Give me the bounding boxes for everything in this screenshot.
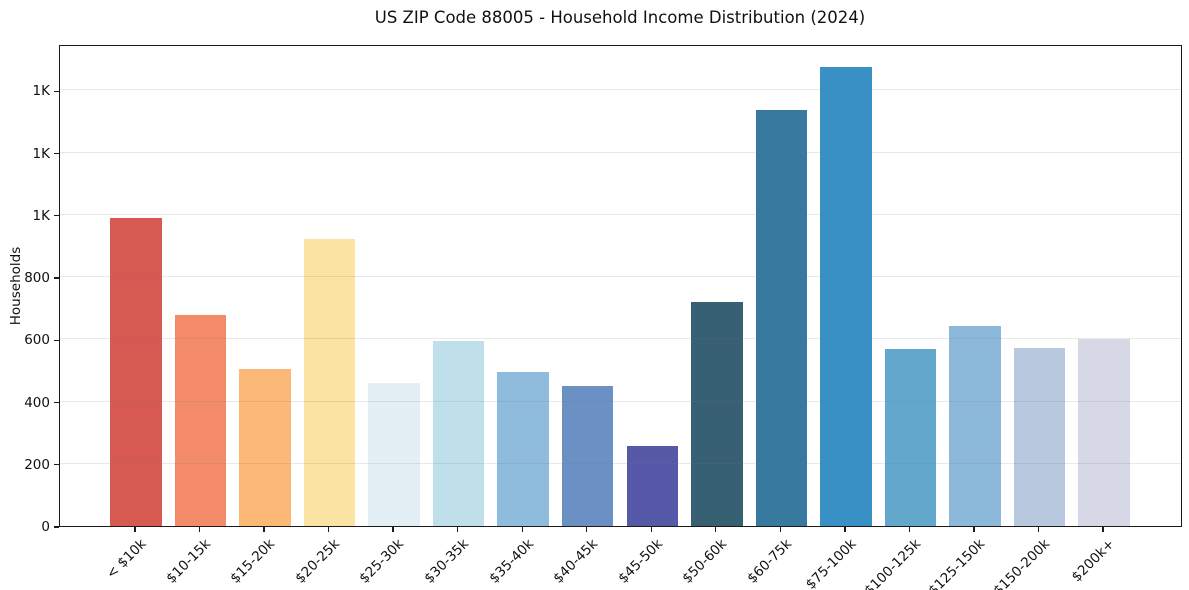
bar-$200k+ [1078, 338, 1130, 526]
y-tick-label: 0 [41, 519, 50, 535]
x-tick-label: $60-75k [743, 536, 795, 587]
x-tick-mark [779, 527, 781, 532]
y-tick-label: 800 [24, 270, 50, 287]
y-tick-mark [54, 464, 59, 466]
x-tick-mark [263, 527, 265, 532]
x-tick-label: $40-45k [550, 536, 602, 587]
bar-$50-60k [691, 301, 743, 526]
y-tick-mark [54, 277, 59, 279]
bar-$125-150k [949, 325, 1001, 526]
bar-$45-50k [626, 445, 678, 526]
x-tick-label: $50-60k [679, 536, 731, 587]
bar-$75-100k [820, 67, 872, 526]
y-tick-label: 200 [24, 456, 50, 473]
x-tick-label: $25-30k [356, 536, 408, 587]
bar-$15-20k [239, 368, 291, 526]
x-tick-label: $20-25k [292, 536, 343, 587]
x-tick-mark [1102, 527, 1104, 532]
y-tick-label: 1K [32, 207, 50, 224]
x-tick-mark [521, 527, 523, 532]
bar-$60-75k [755, 110, 808, 526]
y-tick-label: 1K [32, 145, 50, 162]
bar-$25-30k [368, 382, 420, 526]
x-tick-label: $30-35k [421, 536, 473, 587]
x-tick-mark [134, 527, 136, 532]
x-tick-label: $200k+ [1068, 536, 1118, 586]
x-tick-label: $15-20k [227, 536, 279, 587]
x-tick-label: $75-100k [802, 536, 860, 590]
x-tick-label: $35-40k [485, 536, 537, 587]
y-tick-mark [54, 90, 59, 93]
gridline-y [60, 276, 1181, 278]
y-tick-label: 600 [24, 332, 50, 349]
gridline-y [60, 400, 1181, 402]
y-tick-label: 400 [24, 394, 50, 411]
x-tick-mark [1037, 527, 1040, 532]
y-tick-mark [54, 215, 59, 217]
bar-$10-15k [174, 314, 227, 526]
x-tick-label: $100-125k [860, 536, 924, 590]
x-tick-label: $10-15k [163, 536, 214, 587]
bar-< $10k [110, 217, 162, 526]
y-tick-mark [54, 339, 59, 341]
bar-$20-25k [303, 238, 356, 526]
bar-$35-40k [497, 371, 549, 526]
x-tick-label: $150-200k [990, 536, 1053, 590]
y-tick-mark [54, 401, 59, 404]
x-tick-mark [198, 527, 201, 532]
y-axis-label: Households [8, 246, 24, 326]
x-tick-label: $45-50k [614, 536, 666, 587]
gridline-y [60, 462, 1181, 464]
x-tick-label: < $10k [103, 536, 150, 583]
gridline-y [60, 89, 1181, 91]
y-tick-mark [54, 152, 59, 155]
bar-$40-45k [561, 385, 614, 526]
gridline-y [60, 213, 1181, 215]
gridline-y [60, 338, 1181, 340]
x-tick-mark [650, 527, 652, 532]
y-tick-mark [54, 526, 59, 528]
plot-area [59, 45, 1182, 527]
x-tick-mark [457, 527, 459, 532]
x-tick-mark [973, 527, 975, 532]
bar-$100-125k [884, 348, 937, 526]
y-tick-label: 1K [32, 83, 50, 100]
x-tick-mark [844, 527, 846, 532]
x-tick-mark [327, 527, 330, 532]
bar-$30-35k [432, 340, 485, 526]
chart-title: US ZIP Code 88005 - Household Income Dis… [374, 8, 866, 27]
x-tick-label: $125-150k [925, 536, 989, 590]
bar-$150-200k [1013, 347, 1066, 526]
x-tick-mark [908, 527, 911, 532]
x-tick-mark [392, 527, 394, 532]
gridline-y [60, 151, 1181, 153]
x-tick-mark [715, 527, 717, 532]
x-tick-mark [586, 527, 588, 532]
